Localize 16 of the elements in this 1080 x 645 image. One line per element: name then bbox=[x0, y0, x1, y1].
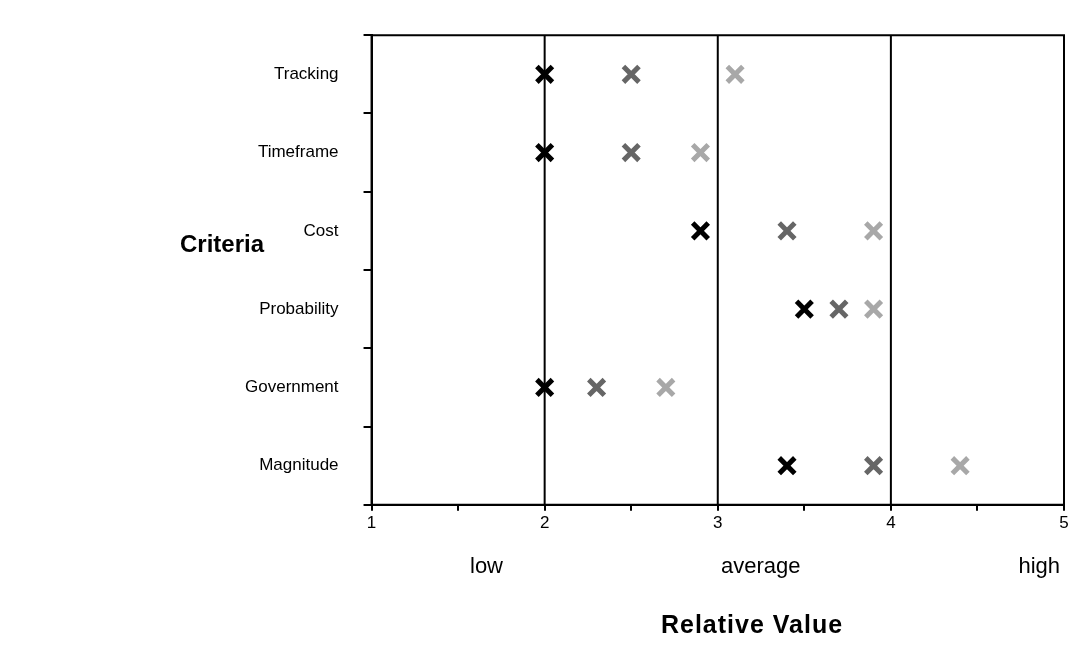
y-tick-label: Cost bbox=[303, 220, 339, 240]
text: average bbox=[720, 553, 801, 579]
y-tick-label: Government bbox=[244, 377, 339, 397]
x-tick-label: 2 bbox=[539, 512, 550, 532]
y-tick-label: Tracking bbox=[273, 64, 339, 84]
x-tick-label: 4 bbox=[886, 512, 896, 532]
x-axis-title: Relative Value bbox=[659, 610, 845, 639]
y-tick-label: Timeframe bbox=[257, 142, 339, 162]
y-tick-label: Magnitude bbox=[259, 455, 339, 475]
text: high bbox=[1018, 553, 1060, 579]
x-tick-label: 3 bbox=[713, 512, 723, 532]
x-tick-label: 1 bbox=[366, 512, 377, 532]
y-tick-label: Probability bbox=[259, 298, 340, 318]
text: low bbox=[470, 553, 504, 579]
x-tick-label: 5 bbox=[1059, 512, 1069, 532]
y-axis-title: Criteria bbox=[180, 230, 265, 258]
